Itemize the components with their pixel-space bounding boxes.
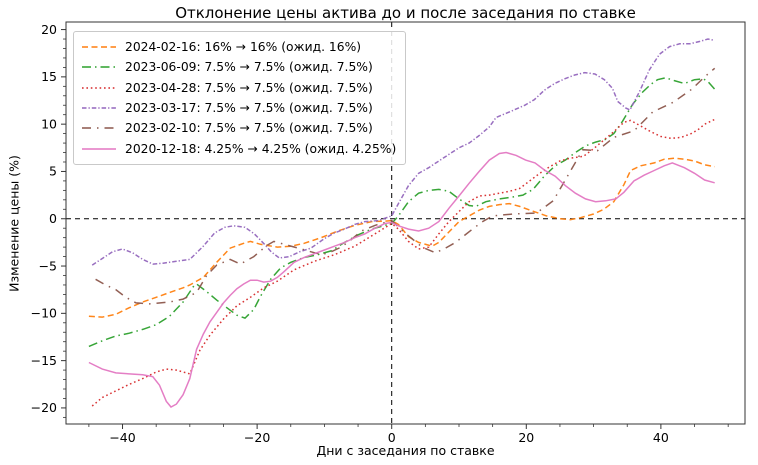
- legend-sample-line: [82, 147, 116, 150]
- legend-label: 2024-02-16: 16% → 16% (ожид. 16%): [125, 40, 362, 55]
- x-tick-label: 20: [518, 430, 534, 445]
- legend-item: 2024-02-16: 16% → 16% (ожид. 16%): [82, 37, 396, 57]
- series-line-5: [88, 151, 715, 408]
- series-line-4: [95, 67, 716, 305]
- chart-title: Отклонение цены актива до и после заседа…: [175, 4, 636, 22]
- x-tick-label: −40: [109, 430, 135, 445]
- x-axis-label: Дни с заседания по ставке: [316, 443, 495, 458]
- series-line-1: [88, 77, 716, 348]
- legend-item: 2023-06-09: 7.5% → 7.5% (ожид. 7.5%): [82, 57, 396, 77]
- x-tick-label: 0: [388, 430, 396, 445]
- y-tick-label: 5: [49, 164, 57, 179]
- legend: 2024-02-16: 16% → 16% (ожид. 16%) 2023-0…: [73, 31, 407, 165]
- y-tick-label: 20: [41, 22, 57, 37]
- y-tick-label: 0: [49, 211, 57, 226]
- y-tick-label: 15: [41, 69, 57, 84]
- y-tick-label: −20: [31, 400, 57, 415]
- legend-item: 2020-12-18: 4.25% → 4.25% (ожид. 4.25%): [82, 138, 396, 158]
- legend-label: 2020-12-18: 4.25% → 4.25% (ожид. 4.25%): [125, 141, 397, 156]
- y-tick-label: −5: [39, 258, 57, 273]
- series-line-2: [91, 118, 716, 407]
- legend-label: 2023-06-09: 7.5% → 7.5% (ожид. 7.5%): [125, 60, 373, 75]
- legend-sample-line: [82, 127, 116, 130]
- series-line-3: [91, 38, 715, 266]
- y-tick-label: −15: [31, 353, 57, 368]
- x-tick-label: 40: [653, 430, 669, 445]
- y-axis-label: Изменение цены (%): [6, 155, 22, 292]
- x-tick-label: −20: [244, 430, 270, 445]
- legend-item: 2023-02-10: 7.5% → 7.5% (ожид. 7.5%): [82, 118, 396, 138]
- legend-sample-line: [82, 46, 116, 48]
- plot-spines: [65, 21, 746, 425]
- legend-item: 2023-03-17: 7.5% → 7.5% (ожид. 7.5%): [82, 98, 396, 118]
- legend-sample-line: [82, 66, 116, 69]
- legend-label: 2023-03-17: 7.5% → 7.5% (ожид. 7.5%): [125, 101, 373, 116]
- legend-sample-line: [82, 86, 116, 89]
- series-line-0: [88, 157, 715, 318]
- legend-label: 2023-04-28: 7.5% → 7.5% (ожид. 7.5%): [125, 80, 373, 95]
- legend-item: 2023-04-28: 7.5% → 7.5% (ожид. 7.5%): [82, 78, 396, 98]
- y-tick-label: −10: [31, 306, 57, 321]
- legend-sample-line: [82, 107, 116, 109]
- legend-label: 2023-02-10: 7.5% → 7.5% (ожид. 7.5%): [125, 121, 373, 136]
- y-tick-label: 10: [41, 116, 57, 131]
